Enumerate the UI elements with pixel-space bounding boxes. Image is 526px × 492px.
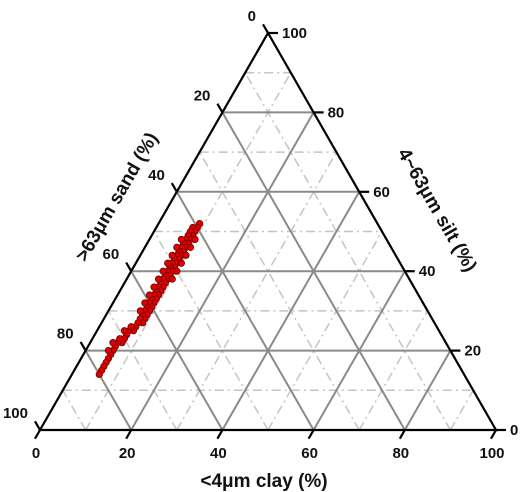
ternary-frame	[38, 30, 498, 432]
bottom-tick-label: 100	[479, 445, 504, 462]
right-tick-label: 60	[373, 184, 390, 201]
tick-marks	[34, 23, 506, 440]
data-point	[109, 339, 117, 347]
data-point	[164, 259, 172, 267]
tick-bottom-0	[34, 429, 41, 440]
data-point	[173, 267, 181, 275]
left-tick-label: 80	[57, 326, 74, 343]
grid-major-clay-60	[312, 270, 406, 431]
left-tick-label: 20	[194, 87, 211, 104]
grid-minor-clay-90	[449, 389, 474, 431]
data-point	[182, 251, 190, 259]
minor-grid	[62, 71, 474, 431]
data-point	[186, 243, 195, 251]
grid-minor-clay-30	[176, 151, 338, 431]
tick-bottom-40	[216, 429, 224, 440]
tick-bottom-60	[307, 429, 315, 440]
left-tick-label: 40	[148, 167, 165, 184]
bottom-tick-label: 60	[301, 445, 318, 462]
data-point	[145, 291, 154, 299]
data-point	[177, 235, 185, 244]
bottom-tick-label: 20	[119, 445, 136, 462]
data-point	[104, 346, 113, 355]
tick-left-60	[125, 261, 133, 272]
tick-labels: 0 20 40 60 80 100 0 20 40 60 80 100 0 20 40 60 80 100	[3, 8, 518, 462]
tick-left-20	[216, 103, 224, 113]
grid-major-sand-40	[175, 191, 315, 431]
left-axis-title: >63μm sand (%)	[72, 129, 163, 265]
data-points	[95, 219, 204, 379]
tick-bottom-20	[125, 429, 133, 440]
grid-major-sand-60	[130, 270, 224, 431]
data-point	[159, 267, 167, 275]
data-point	[168, 275, 176, 283]
tick-left-80	[79, 341, 87, 352]
right-tick-label: 80	[328, 104, 345, 121]
bottom-tick-label: 80	[392, 445, 409, 462]
bottom-axis-title: <4μm clay (%)	[200, 471, 327, 492]
grid-major-clay-80	[403, 350, 452, 431]
grid-minor-sand-10	[244, 72, 452, 431]
left-tick-label: 60	[103, 246, 120, 263]
grid-minor-sand-90	[62, 389, 87, 431]
data-point	[141, 299, 149, 307]
data-point	[168, 251, 176, 259]
grid-major-sand-80	[84, 350, 133, 431]
data-point	[95, 370, 103, 379]
right-tick-label: 100	[282, 25, 307, 42]
grid-minor-clay-50	[267, 231, 383, 431]
grid-major-clay-40	[221, 191, 361, 431]
tick-left-40	[170, 182, 178, 193]
major-grid	[84, 111, 452, 431]
bottom-tick-label: 0	[32, 445, 40, 462]
data-point	[173, 243, 181, 251]
data-point	[116, 335, 124, 343]
data-point	[191, 235, 199, 244]
tick-bottom-80	[398, 429, 406, 440]
right-tick-label: 0	[510, 422, 518, 439]
grid-minor-sand-30	[198, 151, 360, 431]
grid-minor-clay-70	[358, 310, 429, 431]
left-tick-label: 0	[248, 8, 256, 25]
right-tick-label: 40	[419, 263, 436, 280]
grid-minor-clay-10	[84, 72, 292, 431]
data-point	[136, 307, 144, 315]
grid-minor-sand-70	[107, 310, 178, 431]
data-point	[120, 327, 128, 335]
data-point	[150, 283, 158, 291]
data-point	[177, 259, 185, 267]
right-axis-title: 4~63μm silt (%)	[393, 145, 481, 276]
tick-bottom-100	[490, 429, 497, 440]
data-point	[154, 275, 163, 283]
data-point	[127, 323, 135, 331]
tick-left-0	[262, 23, 269, 34]
bottom-tick-label: 40	[210, 445, 227, 462]
tick-left-100	[34, 420, 41, 431]
left-tick-label: 100	[3, 405, 28, 422]
right-tick-label: 20	[464, 343, 481, 360]
